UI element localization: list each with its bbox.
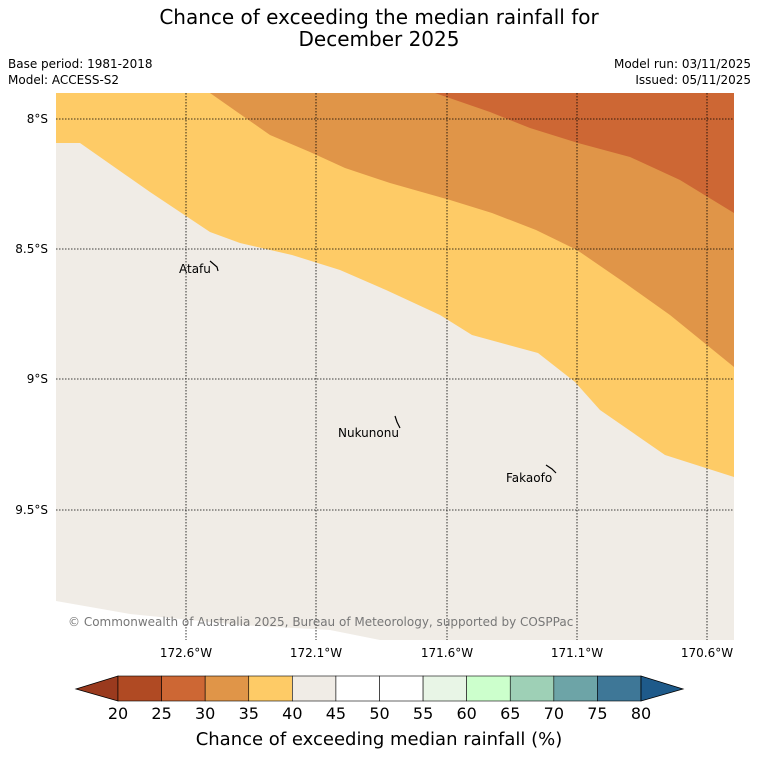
colorbar-cell bbox=[422, 675, 467, 702]
colorbar-cell bbox=[161, 675, 206, 702]
lat-label-8s: 8°S bbox=[26, 112, 48, 126]
fakaofo-atoll-shape bbox=[545, 464, 557, 474]
colorbar-tick-label: 30 bbox=[194, 704, 216, 723]
colorbar-label: Chance of exceeding median rainfall (%) bbox=[195, 729, 563, 750]
colorbar-tick-label: 60 bbox=[456, 704, 477, 723]
colorbar bbox=[74, 675, 685, 702]
colorbar-cell bbox=[466, 675, 511, 702]
colorbar-tick-label: 45 bbox=[325, 704, 347, 723]
place-label-fakaofo: Fakaofo bbox=[506, 471, 552, 485]
colorbar-tick-label: 50 bbox=[369, 704, 390, 723]
lat-label-9-5s: 9.5°S bbox=[15, 503, 48, 517]
colorbar-tick-label: 80 bbox=[630, 704, 652, 723]
issued-date: Issued: 05/11/2025 bbox=[635, 73, 751, 87]
lat-label-9s: 9°S bbox=[26, 372, 48, 386]
colorbar-tick-label: 75 bbox=[587, 704, 608, 723]
lon-label-170-6w: 170.6°W bbox=[680, 646, 734, 660]
lon-label-172-6w: 172.6°W bbox=[159, 646, 213, 660]
colorbar-cell bbox=[597, 675, 642, 702]
colorbar-cell bbox=[117, 675, 162, 702]
colorbar-cell bbox=[379, 675, 424, 702]
base-period: Base period: 1981-2018 bbox=[8, 57, 153, 71]
map-title: Chance of exceeding the median rainfall … bbox=[0, 6, 758, 50]
colorbar-tick-label: 55 bbox=[412, 704, 434, 723]
lon-label-171-1w: 171.1°W bbox=[550, 646, 604, 660]
colorbar-tick-label: 20 bbox=[107, 704, 129, 723]
band-30-35 bbox=[210, 93, 734, 367]
place-label-atafu: Atafu bbox=[179, 262, 211, 276]
atafu-atoll-shape bbox=[209, 260, 219, 272]
colorbar-tick-label: 65 bbox=[500, 704, 521, 723]
colorbar-cell bbox=[509, 675, 555, 702]
colorbar-tick-label: 25 bbox=[151, 704, 172, 723]
place-label-nukunonu: Nukunonu bbox=[338, 426, 399, 440]
colorbar-cell bbox=[335, 675, 380, 702]
model-run: Model run: 03/11/2025 bbox=[613, 57, 751, 71]
copyright-notice: © Commonwealth of Australia 2025, Bureau… bbox=[68, 615, 573, 629]
nukunonu-atoll-shape bbox=[394, 415, 401, 429]
white-wedge bbox=[56, 601, 380, 640]
lon-label-172-1w: 172.1°W bbox=[289, 646, 343, 660]
title-line-1: Chance of exceeding the median rainfall … bbox=[159, 5, 599, 29]
meta-left: Base period: 1981-2018 Model: ACCESS-S2 bbox=[8, 56, 153, 88]
meta-right: Model run: 03/11/2025 Issued: 05/11/2025 bbox=[614, 56, 751, 88]
colorbar-under-arrow bbox=[74, 675, 119, 702]
colorbar-tick-label: 35 bbox=[238, 704, 259, 723]
band-25-30 bbox=[435, 93, 734, 213]
colorbar-cell bbox=[553, 675, 598, 702]
colorbar-tick-label: 40 bbox=[282, 704, 303, 723]
colorbar-cell bbox=[248, 675, 293, 702]
gridlines bbox=[56, 93, 734, 640]
lat-label-8-5s: 8.5°S bbox=[15, 242, 48, 256]
lon-label-171-6w: 171.6°W bbox=[420, 646, 474, 660]
colorbar-cell bbox=[292, 675, 337, 702]
colorbar-tick-label: 70 bbox=[543, 704, 564, 723]
title-line-2: December 2025 bbox=[298, 27, 460, 51]
colorbar-cell bbox=[204, 675, 250, 702]
colorbar-over-arrow bbox=[640, 675, 685, 702]
model-name: Model: ACCESS-S2 bbox=[8, 73, 120, 87]
